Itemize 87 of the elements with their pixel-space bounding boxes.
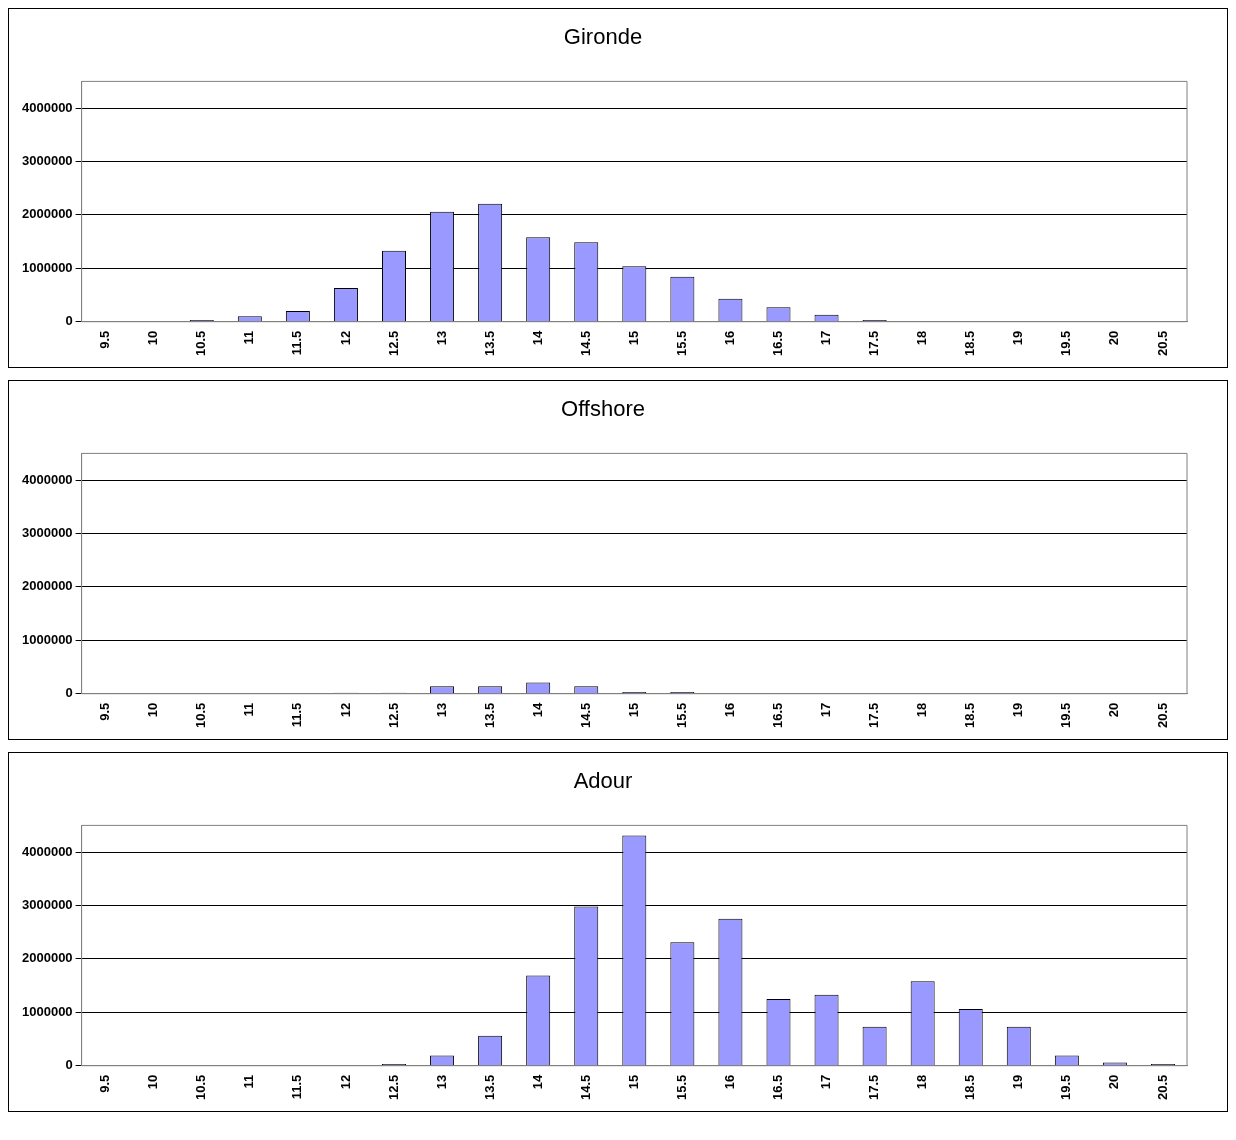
x-tick-label: 12.5: [385, 702, 401, 729]
chart-title: Adour: [573, 768, 633, 794]
x-tick-label: 20: [1106, 330, 1122, 346]
x-tick-label: 19.5: [1058, 702, 1074, 729]
y-tick-label: 3000000: [21, 525, 73, 541]
x-tick-label: 15: [625, 1074, 641, 1090]
x-tick-label: 13.5: [481, 330, 497, 357]
x-tick-label: 11: [241, 702, 257, 717]
x-tick-label: 18: [914, 702, 930, 718]
x-tick-label: 13: [433, 1074, 449, 1090]
x-tick-label: 19: [1010, 1074, 1026, 1090]
x-tick-label: 13.5: [481, 1074, 497, 1101]
x-tick-label: 11: [241, 1074, 257, 1089]
x-tick-label: 11.5: [289, 702, 305, 728]
x-tick-label: 11.5: [289, 1074, 305, 1100]
x-tick-label: 9.5: [97, 702, 113, 721]
x-tick-label: 9.5: [97, 330, 113, 349]
y-tick-label: 2000000: [21, 578, 73, 594]
y-tick-label: 2000000: [21, 206, 73, 222]
x-tick-label: 16: [722, 702, 737, 718]
x-tick-label: 14.5: [577, 1074, 593, 1101]
x-tick-label: 14.5: [577, 330, 593, 357]
x-tick-label: 14: [529, 1073, 545, 1090]
x-tick-label: 19.5: [1058, 1074, 1074, 1101]
x-tick-label: 15.5: [673, 702, 689, 729]
x-tick-label: 20: [1106, 702, 1122, 718]
x-tick-label: 18.5: [962, 1074, 978, 1101]
x-tick-label: 13.5: [481, 702, 497, 729]
y-tick-label: 0: [65, 685, 73, 701]
y-tick-label: 2000000: [21, 950, 73, 966]
x-tick-label: 20: [1106, 1074, 1122, 1090]
x-tick-label: 20.5: [1154, 330, 1170, 357]
x-tick-label: 13: [433, 330, 449, 346]
x-tick-label: 10: [145, 1074, 161, 1090]
x-tick-label: 17: [818, 702, 834, 718]
x-tick-label: 20.5: [1154, 1074, 1170, 1101]
x-tick-label: 17: [818, 1074, 834, 1090]
x-tick-label: 17: [818, 330, 834, 346]
chart-title: Offshore: [561, 396, 645, 422]
x-tick-label: 12: [337, 330, 353, 346]
y-tick-label: 3000000: [21, 897, 73, 913]
x-tick-label: 18: [914, 1074, 930, 1090]
x-tick-label: 12.5: [385, 330, 401, 357]
x-tick-label: 18.5: [962, 702, 978, 729]
x-tick-label: 16.5: [770, 330, 786, 357]
y-tick-label: 4000000: [21, 471, 73, 487]
x-tick-label: 16: [722, 330, 737, 346]
x-tick-label: 17.5: [866, 330, 882, 357]
x-tick-label: 19: [1010, 330, 1026, 346]
x-tick-label: 16.5: [770, 1074, 786, 1101]
x-tick-label: 16: [722, 1074, 737, 1090]
x-tick-label: 10.5: [193, 330, 209, 357]
x-tick-label: 13: [433, 702, 449, 718]
x-tick-label: 15: [625, 330, 641, 346]
x-tick-label: 15: [625, 702, 641, 718]
x-tick-label: 12.5: [385, 1074, 401, 1101]
x-tick-label: 18: [914, 330, 930, 346]
x-tick-label: 15.5: [673, 330, 689, 357]
x-tick-label: 11: [241, 330, 257, 345]
x-tick-label: 10.5: [193, 702, 209, 729]
x-tick-label: 14: [529, 701, 545, 718]
x-tick-label: 19: [1010, 702, 1026, 718]
y-tick-label: 4000000: [21, 99, 73, 115]
x-tick-label: 17.5: [866, 702, 882, 729]
x-tick-label: 17.5: [866, 1074, 882, 1101]
chart-title: Gironde: [563, 24, 643, 50]
y-tick-label: 4000000: [21, 843, 73, 859]
x-tick-label: 10.5: [193, 1074, 209, 1101]
x-tick-label: 19.5: [1058, 330, 1074, 357]
x-tick-label: 12: [337, 1074, 353, 1090]
x-tick-label: 10: [145, 330, 161, 346]
y-tick-label: 0: [65, 1057, 73, 1073]
y-tick-label: 1000000: [21, 259, 73, 275]
x-tick-label: 10: [145, 702, 161, 718]
x-tick-label: 9.5: [97, 1074, 113, 1093]
x-tick-label: 14.5: [577, 702, 593, 729]
y-tick-label: 1000000: [21, 631, 73, 647]
x-tick-label: 20.5: [1154, 702, 1170, 729]
x-tick-label: 11.5: [289, 330, 305, 356]
x-tick-label: 14: [529, 329, 545, 346]
x-tick-label: 16.5: [770, 702, 786, 729]
x-tick-label: 12: [337, 702, 353, 718]
y-tick-label: 1000000: [21, 1003, 73, 1019]
x-tick-label: 18.5: [962, 330, 978, 357]
y-tick-label: 3000000: [21, 153, 73, 169]
y-tick-label: 0: [65, 313, 73, 329]
x-tick-label: 15.5: [673, 1074, 689, 1101]
